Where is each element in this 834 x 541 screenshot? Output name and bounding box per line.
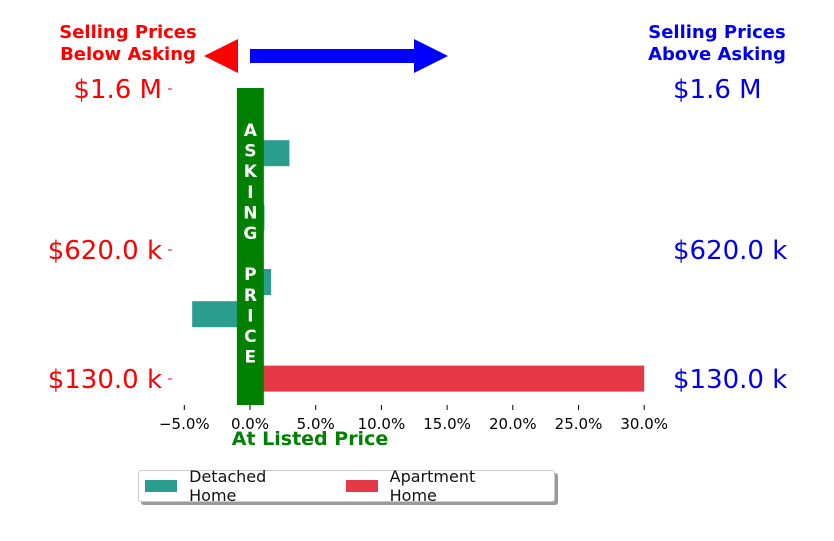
legend: Detached Home Apartment Home <box>138 467 555 505</box>
asking-letter-4: N <box>243 203 257 223</box>
x-tick-label-7: 30.0% <box>620 415 668 433</box>
asking-letter-1: S <box>244 142 256 162</box>
asking-letter-0: A <box>244 121 258 141</box>
legend-swatch-apartment <box>345 480 378 492</box>
asking-letter-2: K <box>244 162 258 182</box>
asking-letter-7: P <box>244 265 256 285</box>
below-asking-label-line1: Selling Prices <box>59 22 196 43</box>
asking-letter-8: R <box>244 286 257 306</box>
asking-letter-5: G <box>243 224 257 244</box>
x-tick-label-5: 20.0% <box>489 415 537 433</box>
y-tick-label-right-1: $620.0 k <box>673 236 787 266</box>
left-arrow-icon <box>204 39 238 73</box>
x-tick-label-3: 10.0% <box>358 415 406 433</box>
asking-letter-10: C <box>244 327 256 347</box>
asking-letter-3: I <box>247 183 253 203</box>
asking-letter-9: I <box>247 306 253 326</box>
legend-label-apartment: Apartment Home <box>389 467 476 505</box>
legend-swatch-detached <box>145 480 178 492</box>
asking-price-band <box>236 88 264 405</box>
legend-label-detached: Detached Home <box>189 467 267 505</box>
y-tick-label-right-2: $130.0 k <box>673 365 787 395</box>
x-tick-label-4: 15.0% <box>423 415 471 433</box>
y-tick-label-right-0: $1.6 M <box>673 75 762 105</box>
x-tick-label-1: 0.0% <box>231 415 269 433</box>
asking-letter-11: E <box>245 348 257 368</box>
below-asking-label-line2: Below Asking <box>60 44 196 65</box>
x-tick-label-2: 5.0% <box>297 415 335 433</box>
x-tick-label-0: −5.0% <box>159 415 210 433</box>
bar-apartment-8 <box>250 365 645 392</box>
right-arrow-icon <box>250 39 448 73</box>
y-tick-label-left-1: $620.0 k <box>48 236 162 266</box>
above-asking-label-line1: Selling Prices <box>648 22 785 43</box>
legend-item-apartment: Apartment Home <box>345 467 521 505</box>
legend-item-detached: Detached Home <box>145 467 312 505</box>
y-tick-label-left-0: $1.6 M <box>73 75 162 105</box>
axis-ticks: −5.0% 0.0% 5.0% 10.0% 15.0% 20.0% 25.0% 30.0% $1… <box>48 75 788 433</box>
x-axis-label: At Listed Price <box>232 428 388 450</box>
y-tick-label-left-2: $130.0 k <box>48 365 162 395</box>
above-asking-label-line2: Above Asking <box>648 44 786 65</box>
x-tick-label-6: 25.0% <box>555 415 603 433</box>
